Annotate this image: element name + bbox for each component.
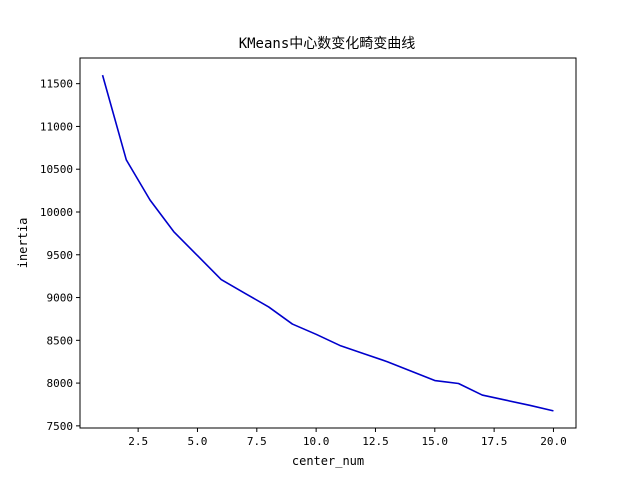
x-tick-label: 15.0 [422, 435, 449, 448]
x-tick-label: 5.0 [188, 435, 208, 448]
y-tick-label: 10000 [40, 206, 73, 219]
x-axis: 2.5 5.0 7.5 10.0 12.5 15.0 17.5 20.0 [128, 428, 567, 448]
x-tick-label: 10.0 [303, 435, 330, 448]
y-tick-label: 11500 [40, 78, 73, 91]
x-tick-label: 17.5 [481, 435, 508, 448]
y-tick-label: 9000 [47, 292, 74, 305]
y-tick-label: 11000 [40, 120, 73, 133]
x-tick-label: 12.5 [362, 435, 389, 448]
plot-frame [79, 57, 577, 429]
chart-title: KMeans中心数变化畸变曲线 [239, 36, 416, 52]
x-tick-label: 20.0 [540, 435, 567, 448]
plot-area [101, 74, 554, 412]
x-tick-label: 7.5 [247, 435, 267, 448]
y-axis-label: inertia [16, 218, 30, 269]
y-axis: 7500 8000 8500 9000 9500 10000 10500 11000 11500 [40, 78, 80, 433]
y-tick-label: 9500 [47, 249, 74, 262]
x-axis-label: center_num [292, 454, 364, 468]
y-tick-label: 7500 [47, 420, 74, 433]
y-tick-label: 10500 [40, 163, 73, 176]
series-line-0 [101, 74, 554, 412]
x-tick-label: 2.5 [128, 435, 148, 448]
y-tick-label: 8000 [47, 377, 74, 390]
y-tick-label: 8500 [47, 334, 74, 347]
